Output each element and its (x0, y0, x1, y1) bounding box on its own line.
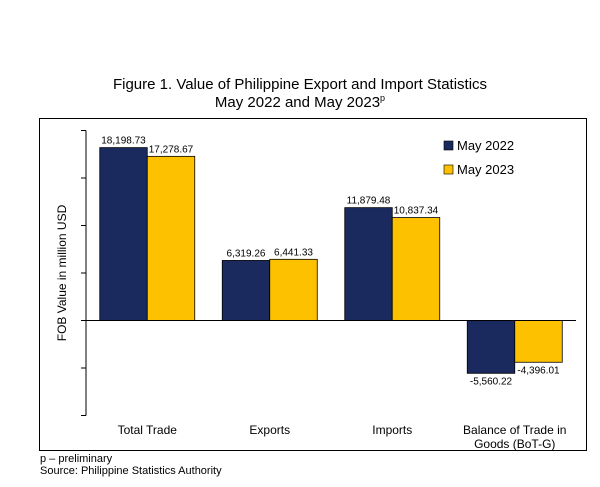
preliminary-marker: p (380, 93, 386, 103)
data-label: 6,441.33 (274, 247, 313, 258)
footnote-preliminary: p – preliminary (40, 453, 113, 465)
chart-title-line-2: May 2022 and May 2023p (0, 94, 600, 112)
bar-may-2023 (514, 320, 563, 363)
data-label: -4,396.01 (517, 365, 560, 376)
chart-title-period: May 2022 and May 2023 (214, 94, 381, 111)
data-label: 17,278.67 (149, 144, 194, 155)
footnotes: p – preliminary Source: Philippine Stati… (40, 453, 222, 477)
data-label: -5,560.22 (470, 376, 513, 387)
plot-frame (39, 118, 587, 451)
data-label: 10,837.34 (394, 206, 439, 217)
legend-label: May 2023 (457, 162, 514, 177)
legend-swatch-may-2022 (443, 140, 454, 151)
data-label: 11,879.48 (347, 196, 391, 207)
legend-label: May 2022 (457, 138, 514, 153)
chart-title-line-1: Figure 1. Value of Philippine Export and… (112, 76, 488, 93)
bar-may-2022 (221, 260, 271, 321)
bar-may-2023 (391, 217, 441, 321)
x-tick-label: Balance of Trade in (463, 423, 566, 437)
x-tick-label: Total Trade (118, 423, 178, 437)
x-tick-label: Goods (BoT-G) (474, 437, 555, 451)
chart-title: Figure 1. Value of Philippine Export and… (0, 76, 600, 112)
bar-may-2022 (344, 207, 393, 321)
x-tick-label: Exports (249, 423, 290, 437)
data-label: 6,319.26 (227, 248, 266, 259)
footnote-source: Source: Philippine Statistics Authority (40, 465, 222, 477)
bar-may-2023 (269, 258, 318, 321)
bar-may-2023 (146, 155, 196, 321)
x-tick-label: Imports (372, 423, 412, 437)
y-axis-label: FOB Value in million USD (55, 204, 69, 341)
legend-swatch-may-2023 (443, 164, 454, 175)
bar-may-2022 (99, 147, 148, 321)
data-label: 18,198.73 (101, 136, 146, 147)
bar-may-2022 (466, 320, 516, 374)
